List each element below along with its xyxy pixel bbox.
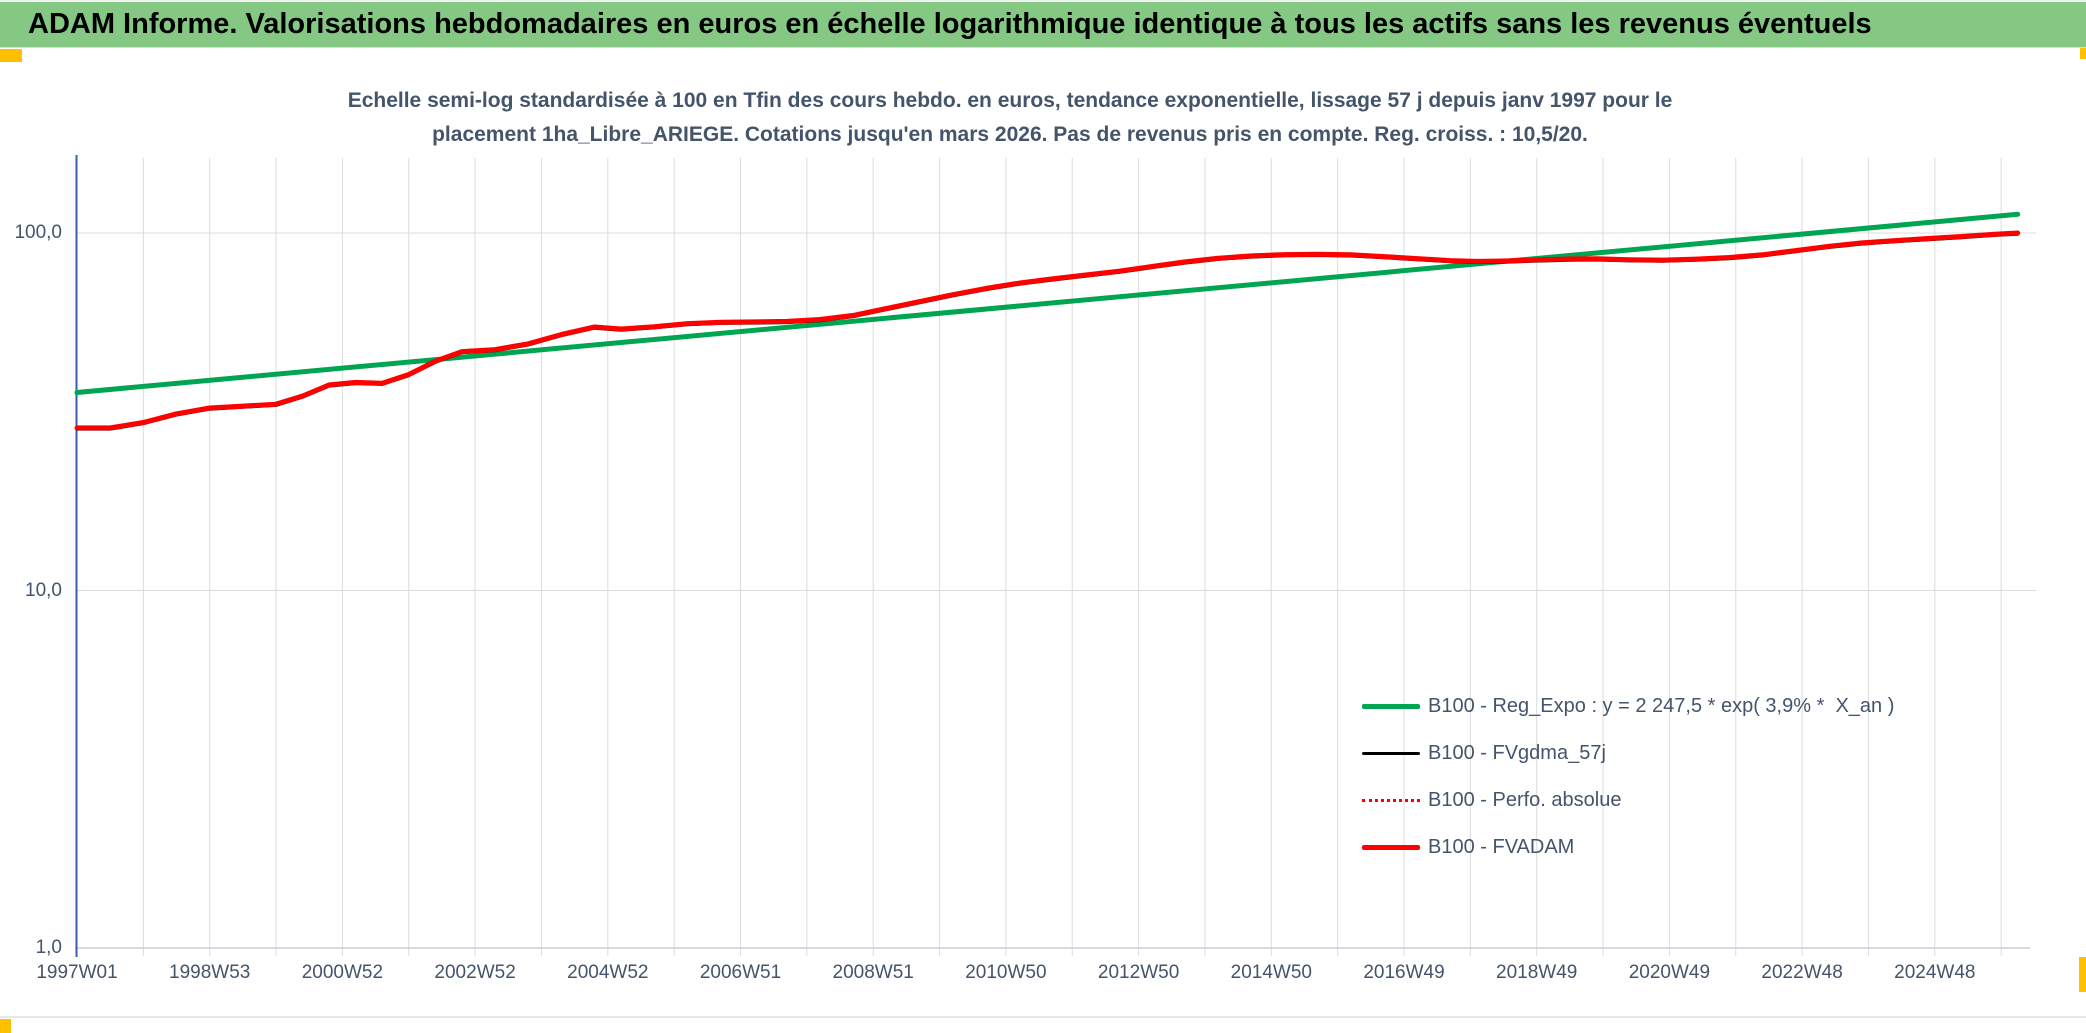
series-line <box>75 232 2020 431</box>
series-line <box>76 232 2019 429</box>
title-bar: ADAM Informe. Valorisations hebdomadaire… <box>0 2 2086 48</box>
chart-title-line-1: Echelle semi-log standardisée à 100 en T… <box>347 89 1673 112</box>
x-axis-tick-label: 2016W49 <box>1363 962 1445 983</box>
chart-title-line-2: placement 1ha_Libre_ARIEGE. Cotations ju… <box>432 123 1588 146</box>
top-strip <box>0 0 2086 2</box>
legend-label: B100 - Perfo. absolue <box>1428 789 1622 811</box>
x-axis-tick-label: 2020W49 <box>1628 962 1711 983</box>
legend-entry: B100 - Reg_Expo : y = 2 247,5 * exp( 3,9… <box>1362 683 1894 730</box>
x-axis-tick-label: 2012W50 <box>1097 962 1180 983</box>
chart-title: Echelle semi-log standardisée à 100 en T… <box>120 84 1900 152</box>
legend-label: B100 - FVADAM <box>1428 836 1575 858</box>
series-line <box>74 211 2021 395</box>
series-line <box>74 230 2021 431</box>
y-axis-tick-label: 10,0 <box>25 579 62 601</box>
legend-line-sample <box>1362 799 1420 802</box>
x-axis-tick-label: 2008W51 <box>832 962 914 983</box>
legend: B100 - Reg_Expo : y = 2 247,5 * exp( 3,9… <box>1362 683 1894 871</box>
legend-entry: B100 - FVADAM <box>1362 824 1894 871</box>
x-axis-tick-label: 2006W51 <box>699 962 782 983</box>
x-axis-tick-label: 2022W48 <box>1761 962 1843 983</box>
y-axis-tick-label: 100,0 <box>14 222 62 243</box>
legend-entry: B100 - Perfo. absolue <box>1362 777 1894 824</box>
orange-marker-top-left <box>0 49 22 62</box>
x-axis-tick-label: 2000W52 <box>301 962 384 983</box>
legend-label: B100 - FVgdma_57j <box>1428 742 1606 764</box>
legend-label: B100 - Reg_Expo : y = 2 247,5 * exp( 3,9… <box>1428 695 1895 717</box>
x-axis-tick-label: 1997W01 <box>36 962 118 983</box>
x-axis-tick-label: 2014W50 <box>1230 962 1312 983</box>
y-axis-tick-label: 1,0 <box>35 937 62 958</box>
x-axis-tick-label: 2004W52 <box>567 962 649 983</box>
legend-line-sample <box>1362 845 1420 850</box>
legend-line-sample <box>1362 704 1420 709</box>
orange-marker-bottom-left <box>0 1019 11 1033</box>
x-axis-tick-label: 2002W52 <box>434 962 516 983</box>
legend-entry: B100 - FVgdma_57j <box>1362 730 1894 777</box>
x-axis-tick-label: 2010W50 <box>965 962 1047 983</box>
orange-marker-bottom-right <box>2079 957 2086 992</box>
x-axis-tick-label: 2024W48 <box>1894 962 1976 983</box>
x-axis-tick-label: 1998W53 <box>169 962 251 983</box>
x-axis-tick-label: 2018W49 <box>1496 962 1578 983</box>
bottom-divider <box>0 1016 2086 1018</box>
orange-marker-top-right <box>2080 48 2086 59</box>
legend-line-sample <box>1362 752 1420 755</box>
window-title: ADAM Informe. Valorisations hebdomadaire… <box>28 8 1872 40</box>
